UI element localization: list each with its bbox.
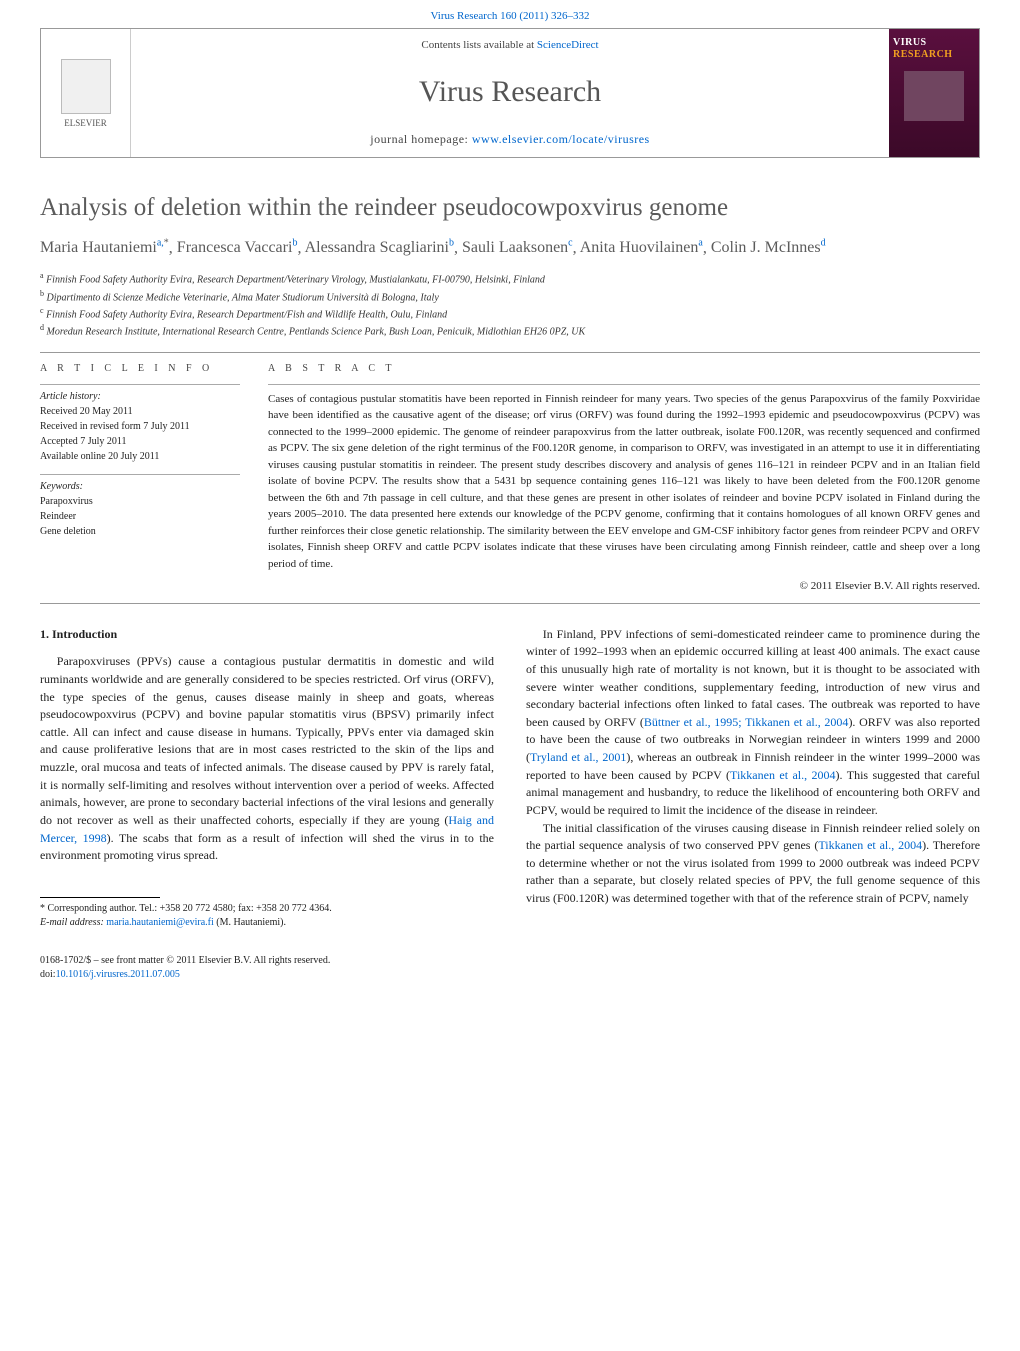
history-label: Article history: xyxy=(40,389,240,404)
author-1: Francesca Vaccarib xyxy=(177,239,298,256)
keyword-0: Parapoxvirus xyxy=(40,494,240,509)
keywords-label: Keywords: xyxy=(40,479,240,494)
email-link[interactable]: maria.hautaniemi@evira.fi xyxy=(106,917,214,928)
body-col-right: In Finland, PPV infections of semi-domes… xyxy=(526,626,980,930)
info-abstract-row: A R T I C L E I N F O Article history: R… xyxy=(40,361,980,595)
author-4: Anita Huovilainena xyxy=(580,239,703,256)
author-list: Maria Hautaniemia,*, Francesca Vaccarib,… xyxy=(40,236,980,260)
corresponding-footnote: * Corresponding author. Tel.: +358 20 77… xyxy=(40,902,494,930)
body-columns: 1. Introduction Parapoxviruses (PPVs) ca… xyxy=(40,626,980,930)
author-3-aff: c xyxy=(568,238,572,249)
cover-title: VIRUS RESEARCH xyxy=(893,37,975,61)
abstract-copyright: © 2011 Elsevier B.V. All rights reserved… xyxy=(268,578,980,595)
corr-line: * Corresponding author. Tel.: +358 20 77… xyxy=(40,902,494,916)
history-online: Available online 20 July 2011 xyxy=(40,449,240,464)
footer-doi-line: doi:10.1016/j.virusres.2011.07.005 xyxy=(40,968,980,982)
journal-banner: ELSEVIER Contents lists available at Sci… xyxy=(40,28,980,158)
author-2-aff: b xyxy=(449,238,454,249)
cover-image-icon xyxy=(904,71,964,121)
email-line: E-mail address: maria.hautaniemi@evira.f… xyxy=(40,916,494,930)
history-revised: Received in revised form 7 July 2011 xyxy=(40,419,240,434)
ref-buttner-tikkanen[interactable]: Büttner et al., 1995; Tikkanen et al., 2… xyxy=(644,715,849,729)
info-rule xyxy=(40,384,240,385)
footer-copyright: 0168-1702/$ – see front matter © 2011 El… xyxy=(40,954,980,968)
affiliations: a Finnish Food Safety Authority Evira, R… xyxy=(40,270,980,339)
info-rule-2 xyxy=(40,474,240,475)
author-5-name: Colin J. McInnes xyxy=(711,239,821,256)
journal-homepage-line: journal homepage: www.elsevier.com/locat… xyxy=(370,132,649,147)
homepage-link[interactable]: www.elsevier.com/locate/virusres xyxy=(472,132,650,146)
affiliation-a: a Finnish Food Safety Authority Evira, R… xyxy=(40,270,980,287)
author-1-aff: b xyxy=(292,238,297,249)
author-0-aff: a, xyxy=(157,238,164,249)
ref-tikkanen-2004-a[interactable]: Tikkanen et al., 2004 xyxy=(730,768,836,782)
intro-para-3: The initial classification of the viruse… xyxy=(526,820,980,908)
author-0: Maria Hautaniemia,* xyxy=(40,239,169,256)
affiliation-d: d Moredun Research Institute, Internatio… xyxy=(40,322,980,339)
cover-word-2: RESEARCH xyxy=(893,49,953,60)
abstract-column: A B S T R A C T Cases of contagious pust… xyxy=(268,361,980,595)
abstract-heading: A B S T R A C T xyxy=(268,361,980,376)
article-info-column: A R T I C L E I N F O Article history: R… xyxy=(40,361,240,595)
elsevier-logo: ELSEVIER xyxy=(41,29,131,157)
elsevier-tree-icon xyxy=(61,59,111,114)
author-2: Alessandra Scagliarinib xyxy=(305,239,454,256)
history-received: Received 20 May 2011 xyxy=(40,404,240,419)
cover-word-1: VIRUS xyxy=(893,37,927,48)
author-4-aff: a xyxy=(698,238,702,249)
section-1-heading: 1. Introduction xyxy=(40,626,494,644)
divider-bottom xyxy=(40,603,980,604)
history-accepted: Accepted 7 July 2011 xyxy=(40,434,240,449)
ref-tryland[interactable]: Tryland et al., 2001 xyxy=(530,750,626,764)
keyword-2: Gene deletion xyxy=(40,524,240,539)
homepage-label: journal homepage: xyxy=(370,132,472,146)
author-5-aff: d xyxy=(821,238,826,249)
contents-label: Contents lists available at xyxy=(421,39,536,51)
article-info-heading: A R T I C L E I N F O xyxy=(40,361,240,376)
divider-top xyxy=(40,352,980,353)
author-0-name: Maria Hautaniemi xyxy=(40,239,157,256)
intro-para-1: Parapoxviruses (PPVs) cause a contagious… xyxy=(40,653,494,865)
keyword-1: Reindeer xyxy=(40,509,240,524)
author-3-name: Sauli Laaksonen xyxy=(462,239,568,256)
affiliation-c: c Finnish Food Safety Authority Evira, R… xyxy=(40,305,980,322)
article-title: Analysis of deletion within the reindeer… xyxy=(40,194,980,222)
abstract-text: Cases of contagious pustular stomatitis … xyxy=(268,391,980,573)
journal-name: Virus Research xyxy=(419,75,601,109)
author-5: Colin J. McInnesd xyxy=(711,239,826,256)
abstract-rule xyxy=(268,384,980,385)
body-col-left: 1. Introduction Parapoxviruses (PPVs) ca… xyxy=(40,626,494,930)
elsevier-label: ELSEVIER xyxy=(64,118,107,128)
author-1-name: Francesca Vaccari xyxy=(177,239,293,256)
intro-para-2: In Finland, PPV infections of semi-domes… xyxy=(526,626,980,820)
sciencedirect-link[interactable]: ScienceDirect xyxy=(537,39,599,51)
footer: 0168-1702/$ – see front matter © 2011 El… xyxy=(40,954,980,982)
author-4-name: Anita Huovilainen xyxy=(580,239,699,256)
author-0-star: * xyxy=(164,238,169,249)
author-3: Sauli Laaksonenc xyxy=(462,239,573,256)
author-2-name: Alessandra Scagliarini xyxy=(305,239,449,256)
ref-tikkanen-2004-b[interactable]: Tikkanen et al., 2004 xyxy=(818,838,922,852)
journal-banner-center: Contents lists available at ScienceDirec… xyxy=(131,29,889,157)
footnote-rule xyxy=(40,897,160,898)
journal-cover-thumb: VIRUS RESEARCH xyxy=(889,29,979,157)
running-header: Virus Research 160 (2011) 326–332 xyxy=(0,0,1020,28)
doi-link[interactable]: 10.1016/j.virusres.2011.07.005 xyxy=(56,969,180,980)
contents-list-line: Contents lists available at ScienceDirec… xyxy=(421,39,598,51)
affiliation-b: b Dipartimento di Scienze Mediche Veteri… xyxy=(40,288,980,305)
